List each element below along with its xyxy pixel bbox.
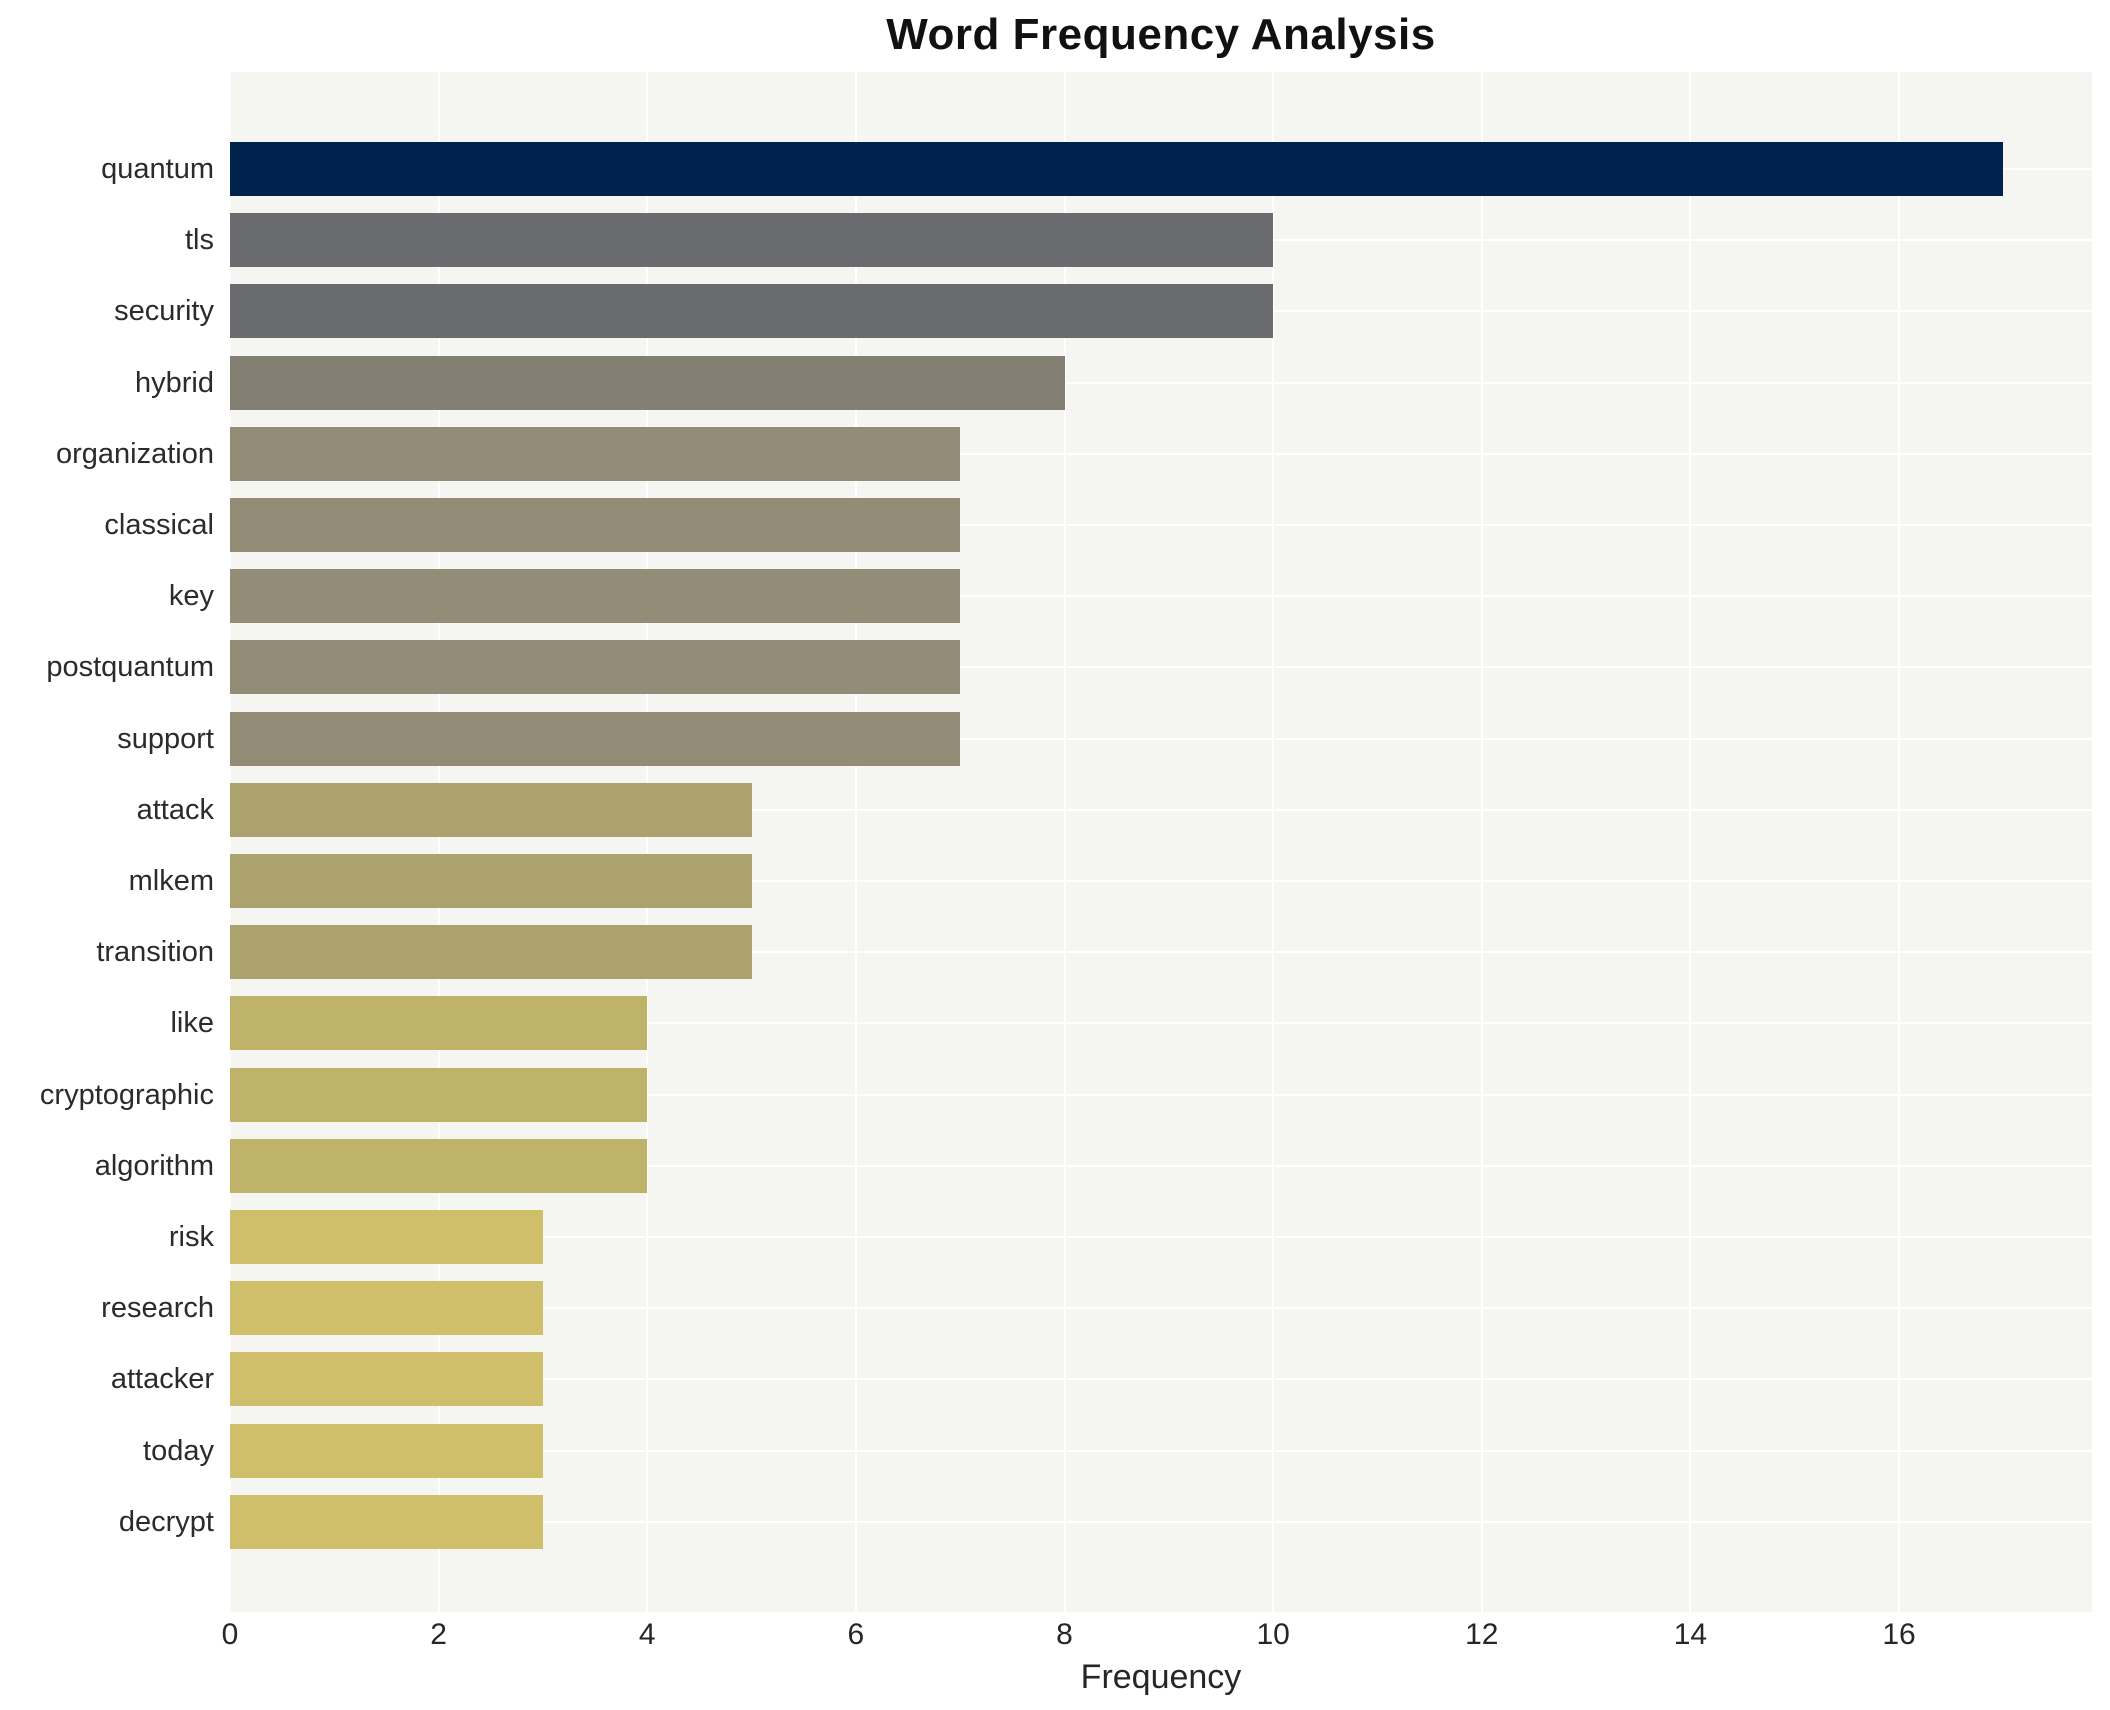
bar-cryptographic bbox=[230, 1067, 648, 1122]
y-tick-label-tls: tls bbox=[185, 224, 214, 257]
y-gridline bbox=[230, 1449, 2092, 1452]
y-tick-label-attacker: attacker bbox=[110, 1363, 214, 1396]
x-tick-label-4: 4 bbox=[638, 1618, 656, 1651]
bar-mlkem bbox=[230, 854, 752, 908]
bar-transition bbox=[230, 925, 752, 980]
y-gridline bbox=[230, 1022, 2092, 1025]
y-tick-label-algorithm: algorithm bbox=[94, 1149, 214, 1182]
y-gridline bbox=[230, 595, 2092, 598]
bar-classical bbox=[230, 498, 961, 552]
y-gridline bbox=[230, 1378, 2092, 1381]
x-tick-label-6: 6 bbox=[847, 1618, 865, 1651]
x-tick-label-12: 12 bbox=[1465, 1618, 1499, 1651]
y-gridline bbox=[230, 1093, 2092, 1096]
x-axis-label: Frequency bbox=[1080, 1658, 1242, 1696]
x-gridline bbox=[1272, 72, 1275, 1612]
bar-like bbox=[230, 996, 648, 1051]
y-gridline bbox=[230, 1164, 2092, 1167]
x-gridline bbox=[1898, 72, 1901, 1612]
bar-algorithm bbox=[230, 1138, 648, 1193]
y-tick-label-organization: organization bbox=[56, 437, 214, 470]
bar-research bbox=[230, 1281, 543, 1336]
x-tick-label-8: 8 bbox=[1056, 1618, 1073, 1651]
bar-support bbox=[230, 711, 961, 766]
x-gridline bbox=[1689, 72, 1692, 1612]
bar-today bbox=[230, 1423, 543, 1478]
x-gridline bbox=[229, 72, 231, 1612]
y-gridline bbox=[230, 951, 2092, 954]
y-tick-label-today: today bbox=[143, 1434, 214, 1467]
bar-attack bbox=[230, 782, 752, 837]
y-gridline bbox=[230, 1520, 2092, 1523]
bar-risk bbox=[230, 1210, 543, 1264]
x-gridline bbox=[437, 72, 440, 1612]
x-tick-label-14: 14 bbox=[1673, 1618, 1708, 1651]
x-gridline bbox=[854, 72, 857, 1612]
y-tick-label-key: key bbox=[168, 580, 214, 613]
x-tick-label-2: 2 bbox=[430, 1618, 447, 1651]
chart-title: Word Frequency Analysis bbox=[886, 10, 1436, 59]
bar-tls bbox=[230, 213, 1274, 268]
y-gridline bbox=[230, 381, 2092, 384]
y-tick-label-mlkem: mlkem bbox=[128, 865, 214, 897]
y-tick-label-support: support bbox=[117, 722, 214, 755]
y-tick-label-transition: transition bbox=[96, 936, 214, 969]
y-tick-label-research: research bbox=[101, 1292, 214, 1325]
y-gridline bbox=[230, 737, 2092, 740]
y-tick-label-attack: attack bbox=[136, 793, 214, 826]
y-tick-label-decrypt: decrypt bbox=[118, 1505, 214, 1538]
bar-attacker bbox=[230, 1352, 543, 1407]
x-gridline bbox=[1480, 72, 1483, 1612]
y-tick-label-postquantum: postquantum bbox=[46, 651, 214, 684]
bar-quantum bbox=[230, 142, 2004, 196]
x-gridline bbox=[646, 72, 649, 1612]
y-tick-label-security: security bbox=[114, 295, 214, 328]
y-tick-label-risk: risk bbox=[168, 1221, 214, 1253]
x-tick-label-10: 10 bbox=[1256, 1618, 1290, 1651]
y-tick-label-cryptographic: cryptographic bbox=[39, 1078, 214, 1111]
y-gridline bbox=[230, 1236, 2092, 1238]
y-tick-label-hybrid: hybrid bbox=[135, 366, 214, 399]
x-gridline bbox=[1063, 72, 1066, 1612]
plot-area bbox=[229, 72, 2092, 1612]
bar-decrypt bbox=[230, 1494, 543, 1549]
x-tick-label-0: 0 bbox=[221, 1618, 239, 1651]
y-gridline bbox=[230, 1307, 2092, 1310]
y-tick-label-classical: classical bbox=[104, 509, 214, 541]
bar-key bbox=[230, 569, 961, 624]
bar-postquantum bbox=[230, 640, 961, 695]
bar-security bbox=[230, 284, 1274, 339]
x-tick-label-16: 16 bbox=[1882, 1618, 1916, 1651]
y-tick-label-like: like bbox=[170, 1007, 214, 1040]
y-gridline bbox=[230, 880, 2092, 882]
y-gridline bbox=[230, 666, 2092, 669]
y-gridline bbox=[230, 524, 2092, 526]
y-tick-label-quantum: quantum bbox=[101, 153, 214, 185]
y-gridline bbox=[230, 452, 2092, 455]
bar-hybrid bbox=[230, 355, 1065, 410]
y-gridline bbox=[230, 808, 2092, 811]
bar-organization bbox=[230, 426, 961, 481]
